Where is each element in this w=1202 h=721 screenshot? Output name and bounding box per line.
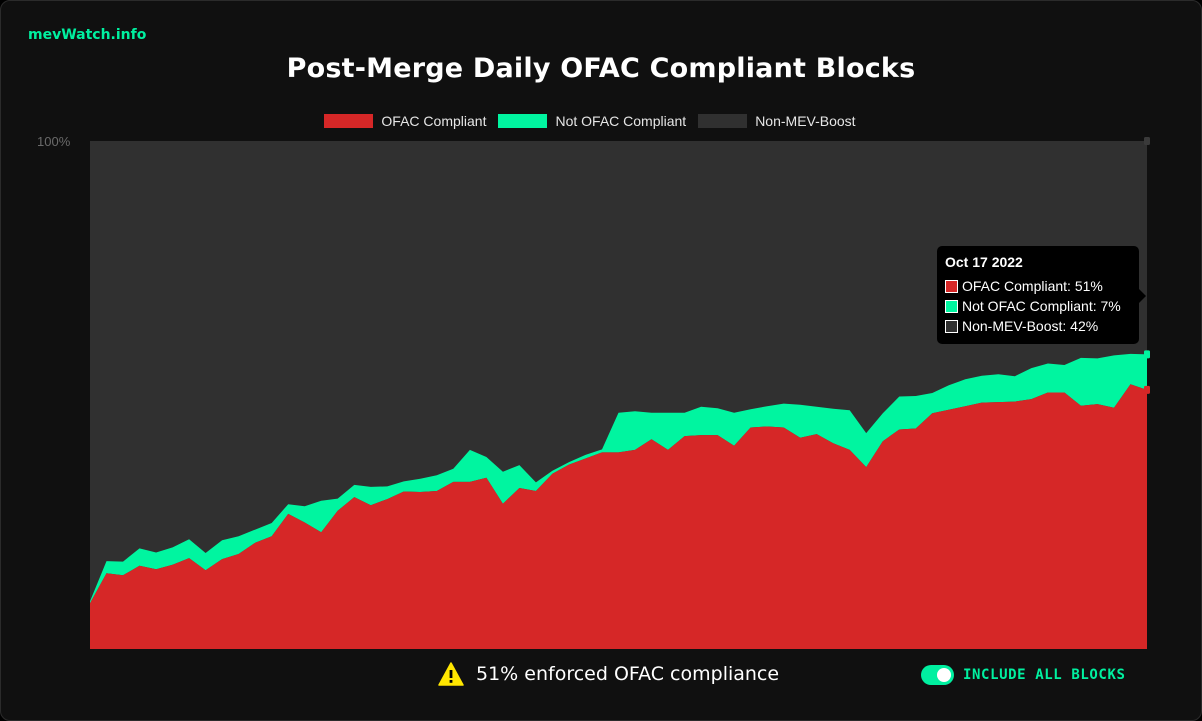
warning-icon (438, 662, 464, 686)
legend-label-not-ofac: Not OFAC Compliant (555, 113, 687, 129)
compliance-message: 51% enforced OFAC compliance (476, 663, 780, 685)
brand-logo-text[interactable]: mevWatch.info (28, 27, 147, 43)
legend-item-ofac[interactable]: OFAC Compliant (324, 113, 486, 129)
legend-swatch-ofac (324, 114, 374, 128)
toggle-knob (937, 668, 951, 682)
area-layers (90, 141, 1147, 649)
legend-item-non-mev[interactable]: Non-MEV-Boost (698, 113, 856, 129)
chart-title: Post-Merge Daily OFAC Compliant Blocks (286, 53, 916, 84)
marker-ofac (1144, 385, 1150, 394)
area-non-mev-boost[interactable] (90, 141, 1147, 602)
tooltip-swatch-non-mev (945, 319, 958, 333)
marker-not-ofac (1144, 350, 1150, 359)
area-ofac-compliant[interactable] (90, 384, 1147, 649)
legend-swatch-not-ofac (498, 114, 548, 128)
marker-non-mev (1144, 137, 1150, 145)
tooltip-row-non-mev: Non-MEV-Boost: 42% (945, 316, 1131, 336)
chart-tooltip: Oct 17 2022 OFAC Compliant: 51% Not OFAC… (937, 246, 1146, 344)
toggle-switch[interactable] (921, 665, 954, 685)
tooltip-swatch-not-ofac (945, 299, 958, 313)
tooltip-date: Oct 17 2022 (945, 254, 1023, 270)
tooltip-text-non-mev: Non-MEV-Boost: 42% (962, 318, 1099, 334)
toggle-label[interactable]: INCLUDE ALL BLOCKS (963, 667, 1126, 683)
chart-legend: OFAC Compliant Not OFAC Compliant Non-ME… (1, 113, 1179, 129)
tooltip-swatch-ofac (945, 279, 958, 293)
y-axis-tick-label: 100% (37, 134, 71, 149)
area-not-ofac-compliant[interactable] (90, 353, 1147, 604)
legend-item-not-ofac[interactable]: Not OFAC Compliant (498, 113, 686, 129)
legend-label-ofac: OFAC Compliant (381, 113, 487, 129)
tooltip-text-not-ofac: Not OFAC Compliant: 7% (962, 298, 1121, 314)
include-all-blocks-toggle[interactable]: INCLUDE ALL BLOCKS (921, 665, 1126, 685)
legend-label-non-mev: Non-MEV-Boost (755, 113, 856, 129)
tooltip-row-ofac: OFAC Compliant: 51% (945, 276, 1131, 296)
tooltip-row-not-ofac: Not OFAC Compliant: 7% (945, 296, 1131, 316)
hover-markers (1144, 137, 1150, 394)
tooltip-text-ofac: OFAC Compliant: 51% (962, 278, 1103, 294)
legend-swatch-non-mev (698, 114, 748, 128)
compliance-summary: 51% enforced OFAC compliance (438, 662, 779, 686)
